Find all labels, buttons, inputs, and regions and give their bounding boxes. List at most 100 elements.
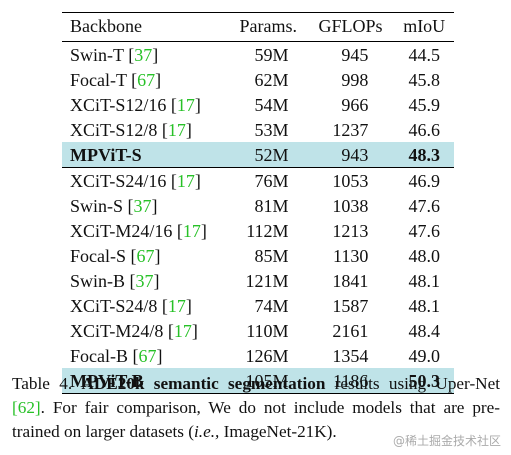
table-row: XCiT-S12/8 [17] 53M 1237 46.6 [62,117,454,142]
backbone-name: Focal-S [70,245,126,266]
cell-gflops: 1186 [306,368,393,394]
cell-gflops: 1213 [332,220,369,241]
results-table-container: Backbone Params. GFLOPs mIoU Swin-T [37]… [62,12,454,394]
citation-link[interactable]: 17 [167,295,186,316]
caption-italic: i.e., [194,422,220,441]
cell-miou: 44.5 [408,44,441,65]
cell-params: 112M [246,220,289,241]
header-miou: mIoU [392,12,454,42]
table-row: XCiT-M24/16 [17] 112M 1213 47.6 [62,218,454,243]
table-row: Swin-B [37] 121M 1841 48.1 [62,268,454,293]
citation-link[interactable]: 37 [134,44,153,65]
cell-miou: 46.6 [408,119,441,140]
table-row-highlight: MPViT-S 52M 943 48.3 [62,142,454,168]
cell-params: 110M [246,320,289,341]
cell-backbone: MPViT-S [62,142,228,168]
cell-backbone: Focal-B [67] [70,345,163,366]
cell-params: 105M [227,368,307,394]
cell-backbone: XCiT-M24/8 [17] [70,320,198,341]
cell-miou: 47.6 [408,195,441,216]
citation-link[interactable]: 37 [133,195,152,216]
cell-backbone: XCiT-M24/16 [17] [70,220,207,241]
table-row-highlight: MPViT-B 105M 1186 50.3 [62,368,454,394]
cell-params: 54M [254,94,289,115]
caption-text-1: results using Uper-Net [325,374,500,393]
cell-backbone: MPViT-B [62,368,228,394]
cell-gflops: 1237 [332,119,369,140]
cell-miou: 45.8 [408,69,441,90]
caption-label: Table 4. [12,374,73,393]
backbone-name: Swin-S [70,195,124,216]
cell-backbone: Swin-S [37] [70,195,158,216]
results-table: Backbone Params. GFLOPs mIoU Swin-T [37]… [62,12,454,394]
cell-params: 52M [227,142,307,168]
cell-params: 59M [254,44,289,65]
backbone-name: XCiT-S24/8 [70,295,158,316]
backbone-name: Swin-T [70,44,124,65]
caption-bold-title: ADE20k semantic segmentation [81,374,326,393]
citation-link[interactable]: 37 [135,270,154,291]
backbone-name: MPViT-B [70,370,144,391]
cell-params: 126M [245,345,289,366]
cell-gflops: 966 [341,94,369,115]
table-header-row: Backbone Params. GFLOPs mIoU [62,12,454,42]
citation-link[interactable]: 67 [136,245,155,266]
cell-gflops: 1130 [333,245,369,266]
caption-citation-link[interactable]: [62] [12,398,41,417]
cell-params: 62M [254,69,289,90]
backbone-name: XCiT-M24/16 [70,220,173,241]
cell-gflops: 1354 [332,345,369,366]
backbone-name: MPViT-S [70,144,142,165]
cell-params: 74M [254,295,289,316]
citation-link[interactable]: 67 [138,345,157,366]
table-row: XCiT-S12/16 [17] 54M 966 45.9 [62,92,454,117]
caption-text-2: . For fair comparison, We do not include… [12,398,500,441]
cell-params: 85M [254,245,289,266]
cell-miou: 45.9 [408,94,441,115]
cell-backbone: XCiT-S24/16 [17] [70,170,201,191]
cell-backbone: Swin-B [37] [70,270,160,291]
table-row: Focal-T [67] 62M 998 45.8 [62,67,454,92]
citation-link[interactable]: 17 [182,220,201,241]
backbone-name: Focal-T [70,69,127,90]
cell-miou: 49.0 [408,345,441,366]
citation-link[interactable]: 17 [176,170,195,191]
cell-gflops: 1038 [332,195,369,216]
cell-gflops: 943 [306,142,393,168]
cell-backbone: Focal-S [67] [70,245,161,266]
citation-link[interactable]: 67 [137,69,156,90]
cell-gflops: 945 [341,44,369,65]
cell-miou: 48.0 [408,245,441,266]
table-row: XCiT-M24/8 [17] 110M 2161 48.4 [62,318,454,343]
cell-backbone: Swin-T [37] [70,44,159,65]
cell-gflops: 1587 [332,295,369,316]
backbone-name: XCiT-S12/16 [70,94,167,115]
citation-link[interactable]: 17 [167,119,186,140]
table-body: Swin-T [37] 59M 945 44.5 Focal-T [67] 62M 998 4… [62,42,454,394]
cell-miou: 48.1 [408,270,441,291]
header-backbone: Backbone [62,12,228,42]
header-params: Params. [227,12,307,42]
table-row: Focal-S [67] 85M 1130 48.0 [62,243,454,268]
backbone-name: Focal-B [70,345,128,366]
table-row: XCiT-S24/16 [17] 76M 1053 46.9 [62,168,454,194]
cell-backbone: XCiT-S12/16 [17] [70,94,201,115]
table-row: Swin-S [37] 81M 1038 47.6 [62,193,454,218]
cell-miou: 48.4 [408,320,441,341]
cell-gflops: 1841 [332,270,369,291]
cell-miou: 48.3 [392,142,454,168]
cell-backbone: XCiT-S24/8 [17] [70,295,192,316]
cell-backbone: Focal-T [67] [70,69,162,90]
table-row: Focal-B [67] 126M 1354 49.0 [62,343,454,368]
cell-miou: 48.1 [408,295,441,316]
cell-gflops: 1053 [332,170,369,191]
backbone-name: XCiT-S12/8 [70,119,158,140]
citation-link[interactable]: 17 [176,94,195,115]
cell-params: 81M [254,195,289,216]
table-caption: Table 4. ADE20k semantic segmentation re… [12,372,500,444]
caption-text-3: ImageNet-21K). [219,422,337,441]
citation-link[interactable]: 17 [173,320,192,341]
cell-params: 76M [254,170,289,191]
cell-miou: 47.6 [408,220,441,241]
watermark: @稀土掘金技术社区 [392,434,501,448]
